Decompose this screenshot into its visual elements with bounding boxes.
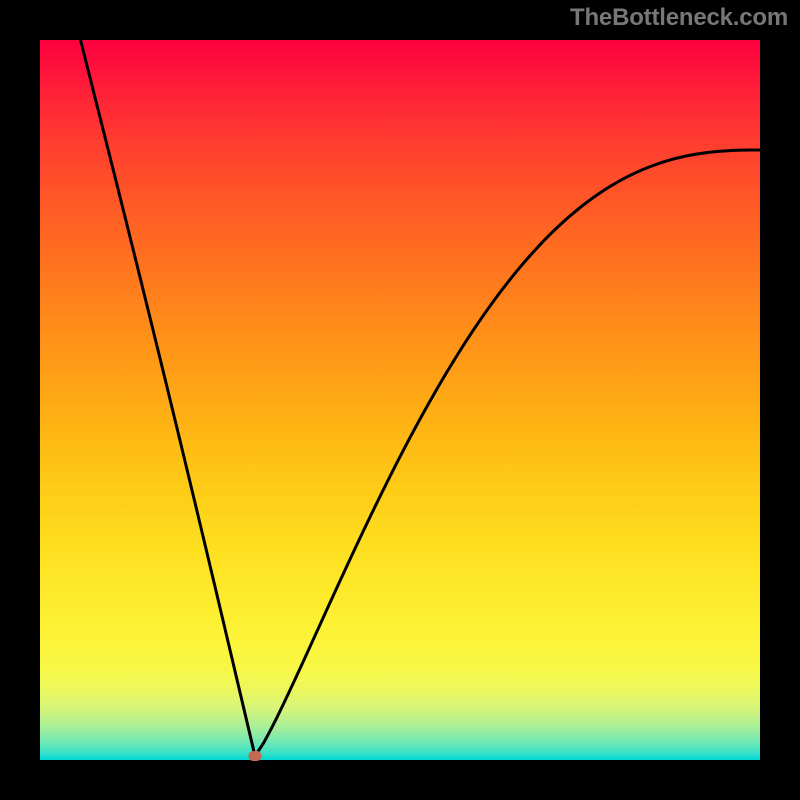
- minimum-marker: [249, 752, 261, 761]
- bottleneck-curve: [81, 40, 760, 756]
- curve-layer: [0, 0, 800, 800]
- watermark-text: TheBottleneck.com: [570, 4, 788, 32]
- chart-container: TheBottleneck.com: [0, 0, 800, 800]
